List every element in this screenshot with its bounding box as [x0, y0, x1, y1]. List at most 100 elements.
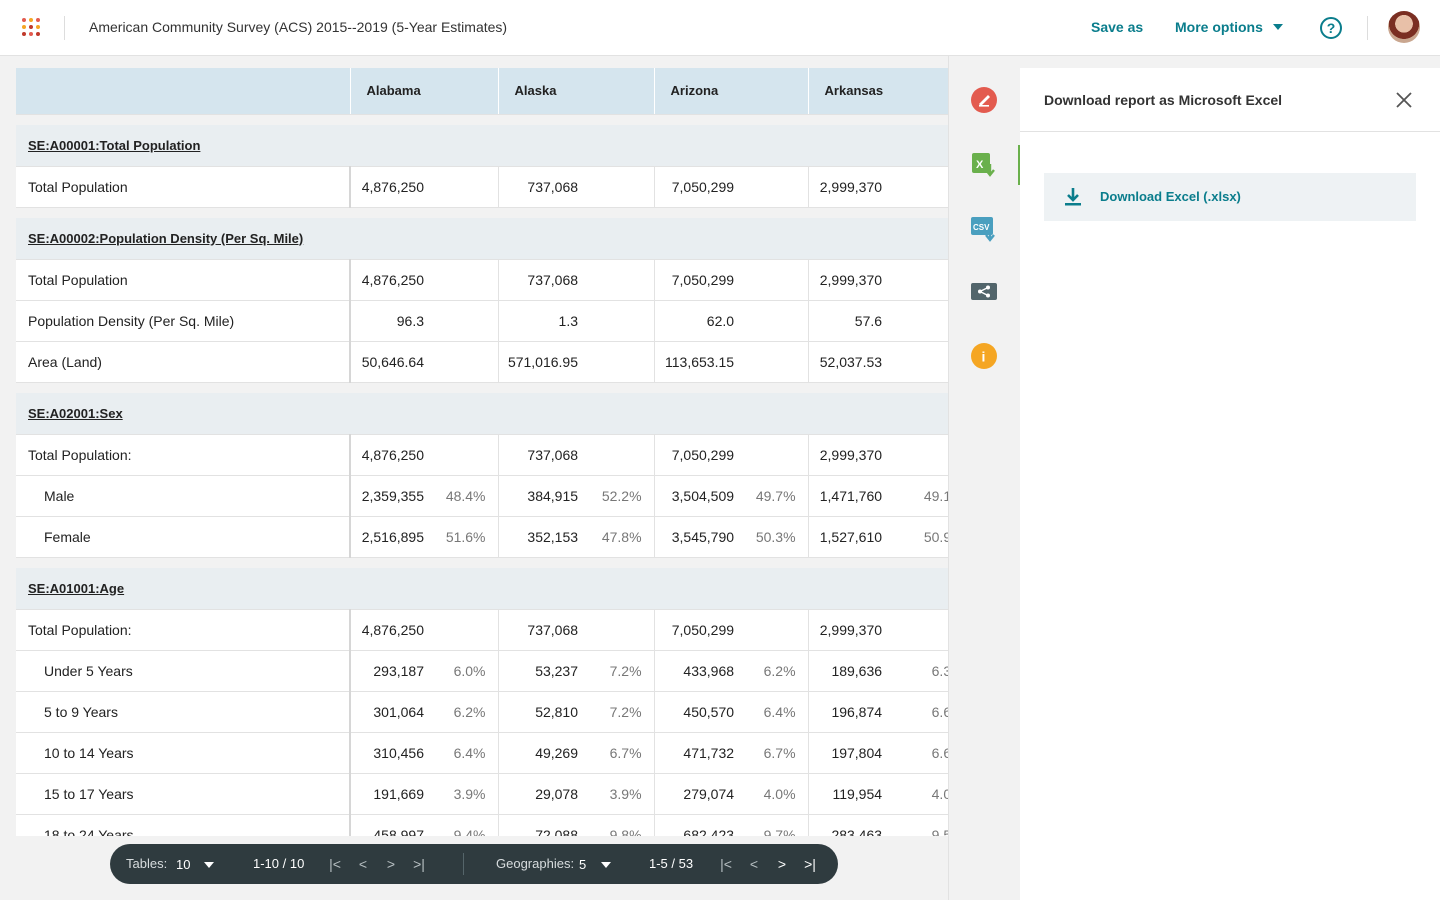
percent-cell: 51.6% [436, 516, 499, 558]
percent-cell: 6.6% [894, 691, 948, 733]
help-icon[interactable]: ? [1320, 17, 1342, 39]
percent-cell: 6.4% [436, 732, 499, 774]
percent-cell: 4.0% [746, 773, 809, 815]
geography-header-alabama[interactable]: Alabama [349, 68, 499, 115]
report-table-container: Alabama Alaska Arizona Arkansas SE:A00001:T… [16, 68, 948, 836]
percent-cell: 49.1% [894, 475, 948, 517]
save-as-button[interactable]: Save as [1091, 19, 1144, 35]
value-cell: 458,997 [350, 814, 436, 836]
geography-header-alaska[interactable]: Alaska [497, 68, 655, 115]
section-spacer [16, 114, 948, 125]
percent-cell [746, 341, 809, 383]
tool-rail: X CSV i [948, 56, 1021, 900]
geographies-label: Geographies: [496, 856, 575, 871]
value-cell: 1,471,760 [808, 475, 895, 517]
geography-header-arkansas[interactable]: Arkansas [807, 68, 948, 115]
value-cell: 293,187 [350, 650, 436, 692]
row-label: 5 to 9 Years [16, 691, 351, 733]
geographies-per-page-select[interactable]: 5 [579, 857, 587, 872]
value-cell: 571,016.95 [498, 341, 591, 383]
table-row: Male 2,359,355 48.4% 384,915 52.2% 3,504,509 4… [16, 475, 948, 517]
value-cell: 4,876,250 [350, 166, 436, 208]
percent-cell: 6.7% [746, 732, 809, 774]
section-title-link[interactable]: SE:A00002:Population Density (Per Sq. Mi… [28, 230, 304, 246]
percent-cell [894, 259, 948, 301]
top-bar-divider [1367, 16, 1368, 40]
percent-cell: 7.2% [590, 650, 655, 692]
share-icon[interactable] [970, 278, 998, 306]
percent-cell [590, 341, 655, 383]
percent-cell: 9.7% [746, 814, 809, 836]
value-cell: 72,088 [498, 814, 591, 836]
value-cell: 4,876,250 [350, 259, 436, 301]
percent-cell: 9.4% [436, 814, 499, 836]
value-cell: 1.3 [498, 300, 591, 342]
active-tool-indicator [1018, 145, 1021, 185]
chevron-down-icon[interactable] [204, 862, 214, 868]
section-title-link[interactable]: SE:A01001:Age [28, 580, 125, 596]
percent-cell [436, 434, 499, 476]
table-row: Population Density (Per Sq. Mile) 96.3 1.3… [16, 300, 948, 342]
chevron-down-icon[interactable] [601, 862, 611, 868]
row-label: Total Population: [16, 434, 351, 476]
percent-cell: 48.4% [436, 475, 499, 517]
previous-page-icon[interactable]: < [358, 856, 368, 872]
value-cell: 2,516,895 [350, 516, 436, 558]
download-excel-button[interactable]: Download Excel (.xlsx) [1044, 173, 1416, 221]
tables-per-page-select[interactable]: 10 [176, 857, 191, 872]
percent-cell [590, 166, 655, 208]
csv-download-icon[interactable]: CSV [970, 214, 998, 242]
edit-icon[interactable] [970, 86, 998, 114]
percent-cell [746, 434, 809, 476]
avatar[interactable] [1388, 11, 1420, 43]
percent-cell [894, 609, 948, 651]
percent-cell [590, 259, 655, 301]
percent-cell [436, 300, 499, 342]
value-cell: 53,237 [498, 650, 591, 692]
close-icon[interactable] [1394, 90, 1414, 110]
percent-cell [894, 300, 948, 342]
percent-cell [894, 434, 948, 476]
percent-cell: 3.9% [590, 773, 655, 815]
section-header-row: SE:A00002:Population Density (Per Sq. Mi… [16, 218, 948, 260]
percent-cell: 49.7% [746, 475, 809, 517]
table-row: 15 to 17 Years 191,669 3.9% 29,078 3.9% 279,0… [16, 773, 948, 815]
download-icon [1064, 187, 1082, 207]
table-row: Total Population: 4,876,250 737,068 7,050,2… [16, 609, 948, 651]
tables-label: Tables: [126, 856, 168, 871]
last-page-icon[interactable]: >| [804, 856, 816, 872]
first-page-icon[interactable]: |< [329, 856, 341, 872]
section-title-link[interactable]: SE:A00001:Total Population [28, 137, 201, 153]
percent-cell [590, 609, 655, 651]
section-title-link[interactable]: SE:A02001:Sex [28, 405, 123, 421]
row-label: Total Population [16, 259, 351, 301]
info-glyph: i [982, 349, 986, 365]
percent-cell [436, 341, 499, 383]
next-page-icon[interactable]: > [777, 856, 787, 872]
row-label: Area (Land) [16, 341, 351, 383]
app-launcher-icon[interactable] [22, 18, 42, 38]
value-cell: 737,068 [498, 434, 591, 476]
table-row: 5 to 9 Years 301,064 6.2% 52,810 7.2% 450,570… [16, 691, 948, 733]
next-page-icon[interactable]: > [386, 856, 396, 872]
geography-header-arizona[interactable]: Arizona [653, 68, 809, 115]
info-icon[interactable]: i [970, 342, 998, 370]
excel-download-icon[interactable]: X [970, 150, 998, 178]
row-label: Population Density (Per Sq. Mile) [16, 300, 351, 342]
top-bar: American Community Survey (ACS) 2015--20… [0, 0, 1440, 56]
last-page-icon[interactable]: >| [413, 856, 425, 872]
more-options-button[interactable]: More options [1175, 19, 1283, 35]
percent-cell: 50.3% [746, 516, 809, 558]
previous-page-icon[interactable]: < [749, 856, 759, 872]
first-page-icon[interactable]: |< [720, 856, 732, 872]
table-row: Under 5 Years 293,187 6.0% 53,237 7.2% 433,96… [16, 650, 948, 692]
value-cell: 283,463 [808, 814, 895, 836]
value-cell: 2,999,370 [808, 434, 895, 476]
value-cell: 119,954 [808, 773, 895, 815]
percent-cell: 4.0% [894, 773, 948, 815]
page-title: American Community Survey (ACS) 2015--20… [89, 19, 508, 35]
row-label: Total Population [16, 166, 351, 208]
value-cell: 189,636 [808, 650, 895, 692]
value-cell: 682,423 [654, 814, 747, 836]
table-row: Area (Land) 50,646.64 571,016.95 113,653.15… [16, 341, 948, 383]
